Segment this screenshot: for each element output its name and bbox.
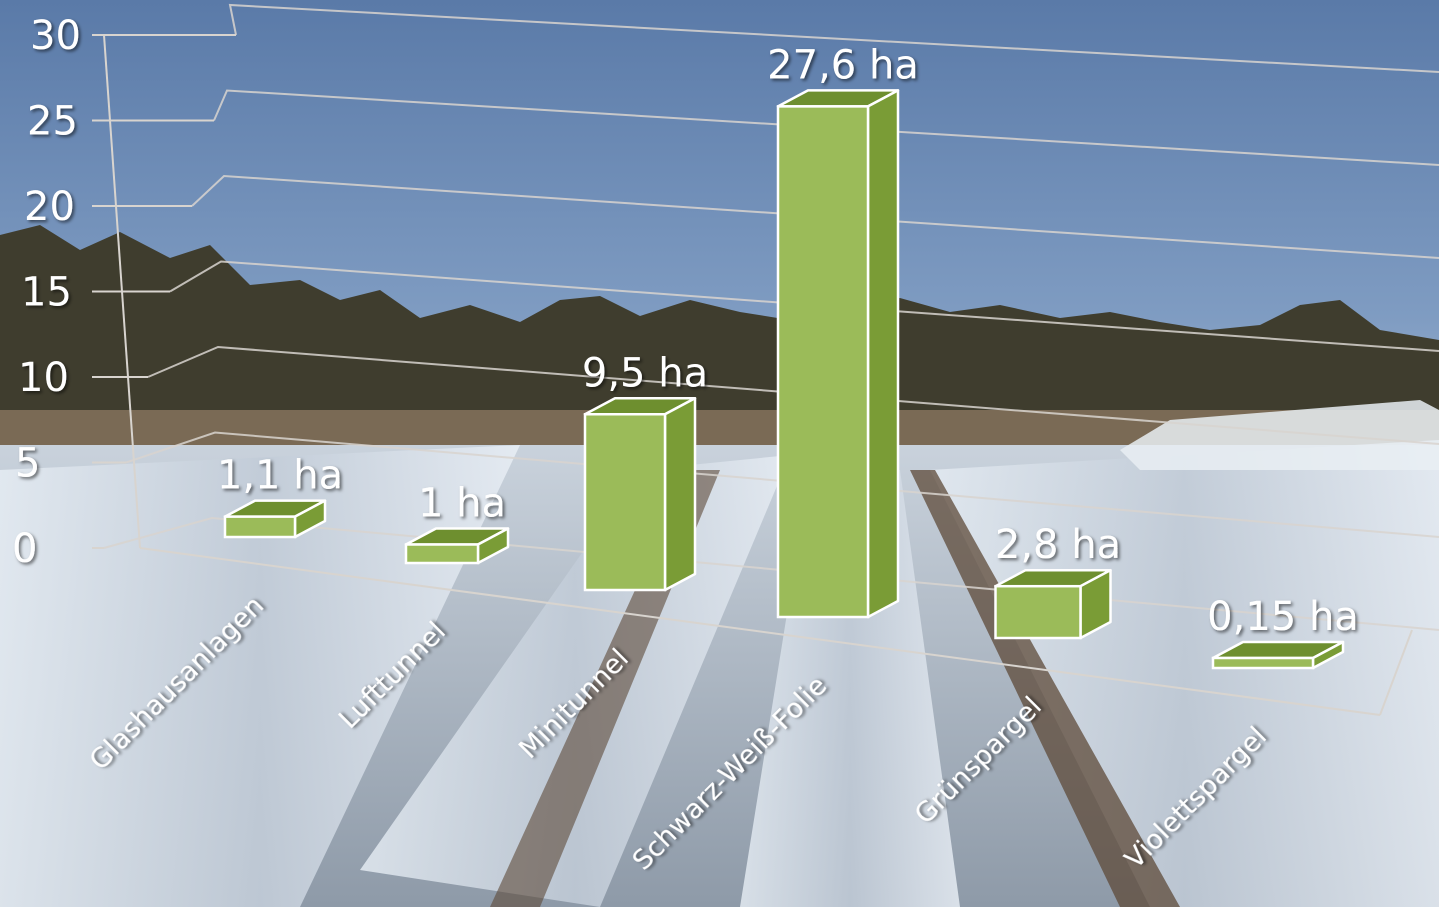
bar bbox=[994, 568, 1112, 640]
bar-side bbox=[866, 89, 900, 619]
data-label: 27,6 ha bbox=[767, 42, 919, 88]
gridline bbox=[191, 174, 1439, 259]
y-tick-label: 10 bbox=[18, 355, 69, 401]
data-label: 1 ha bbox=[418, 481, 506, 527]
y-tick-label: 0 bbox=[12, 526, 37, 572]
y-tick-label: 5 bbox=[15, 441, 40, 487]
bar-front bbox=[776, 105, 870, 619]
bar bbox=[583, 397, 697, 592]
bar-front bbox=[404, 543, 480, 565]
bar-front bbox=[583, 413, 667, 592]
y-tick-label: 30 bbox=[30, 13, 81, 59]
y-tick-label: 25 bbox=[27, 99, 78, 145]
tree-line bbox=[0, 225, 1439, 450]
y-axis-line bbox=[103, 34, 141, 549]
bar-front bbox=[1211, 656, 1315, 670]
x-axis-line bbox=[139, 547, 1381, 716]
bar-front bbox=[994, 584, 1082, 640]
gridline bbox=[213, 89, 1439, 166]
gridline bbox=[228, 3, 1439, 73]
bar-front bbox=[223, 515, 297, 539]
bar bbox=[776, 89, 900, 619]
data-labels: 1,1 ha 1 ha 9,5 ha 27,6 ha 2,8 ha 0,15 ha bbox=[217, 42, 1359, 640]
y-axis: 0 5 10 15 20 25 30 bbox=[12, 13, 1413, 716]
floor-side-line bbox=[1379, 629, 1413, 716]
foil-row bbox=[0, 445, 520, 907]
bars bbox=[223, 89, 1345, 670]
bar bbox=[223, 499, 327, 539]
bar bbox=[1211, 640, 1345, 670]
data-label: 1,1 ha bbox=[217, 453, 343, 499]
foil-row bbox=[930, 440, 1439, 907]
gridline bbox=[125, 431, 1439, 538]
chart-grid bbox=[103, 3, 1439, 631]
gridline bbox=[169, 260, 1439, 352]
bar-side bbox=[663, 397, 697, 592]
soil-furrow bbox=[910, 470, 1180, 907]
data-label: 0,15 ha bbox=[1207, 594, 1359, 640]
y-tick-label: 20 bbox=[24, 184, 75, 230]
bar bbox=[404, 527, 510, 565]
data-label: 2,8 ha bbox=[995, 522, 1121, 568]
greenhouse bbox=[1120, 400, 1439, 470]
data-label: 9,5 ha bbox=[582, 350, 708, 396]
y-tick-label: 15 bbox=[21, 270, 72, 316]
gridline bbox=[147, 345, 1439, 445]
